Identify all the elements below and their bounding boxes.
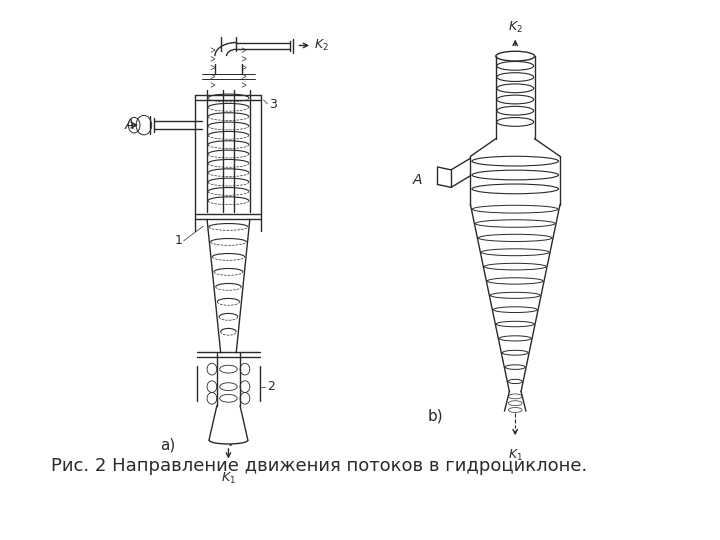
Text: a): a) bbox=[161, 437, 176, 453]
Text: 3: 3 bbox=[269, 98, 277, 111]
Text: A: A bbox=[413, 173, 422, 187]
Text: $K_2$: $K_2$ bbox=[508, 19, 523, 35]
Text: A: A bbox=[125, 118, 134, 132]
Text: ·: · bbox=[227, 437, 232, 455]
Text: $K_2$: $K_2$ bbox=[314, 38, 329, 53]
Text: Рис. 2 Направление движения потоков в гидроциклоне.: Рис. 2 Направление движения потоков в ги… bbox=[50, 457, 587, 475]
Text: 2: 2 bbox=[267, 380, 275, 393]
Text: 1: 1 bbox=[175, 234, 183, 247]
Text: b): b) bbox=[428, 408, 444, 423]
Text: $K_1$: $K_1$ bbox=[508, 448, 523, 463]
Text: $K_1$: $K_1$ bbox=[221, 471, 236, 487]
